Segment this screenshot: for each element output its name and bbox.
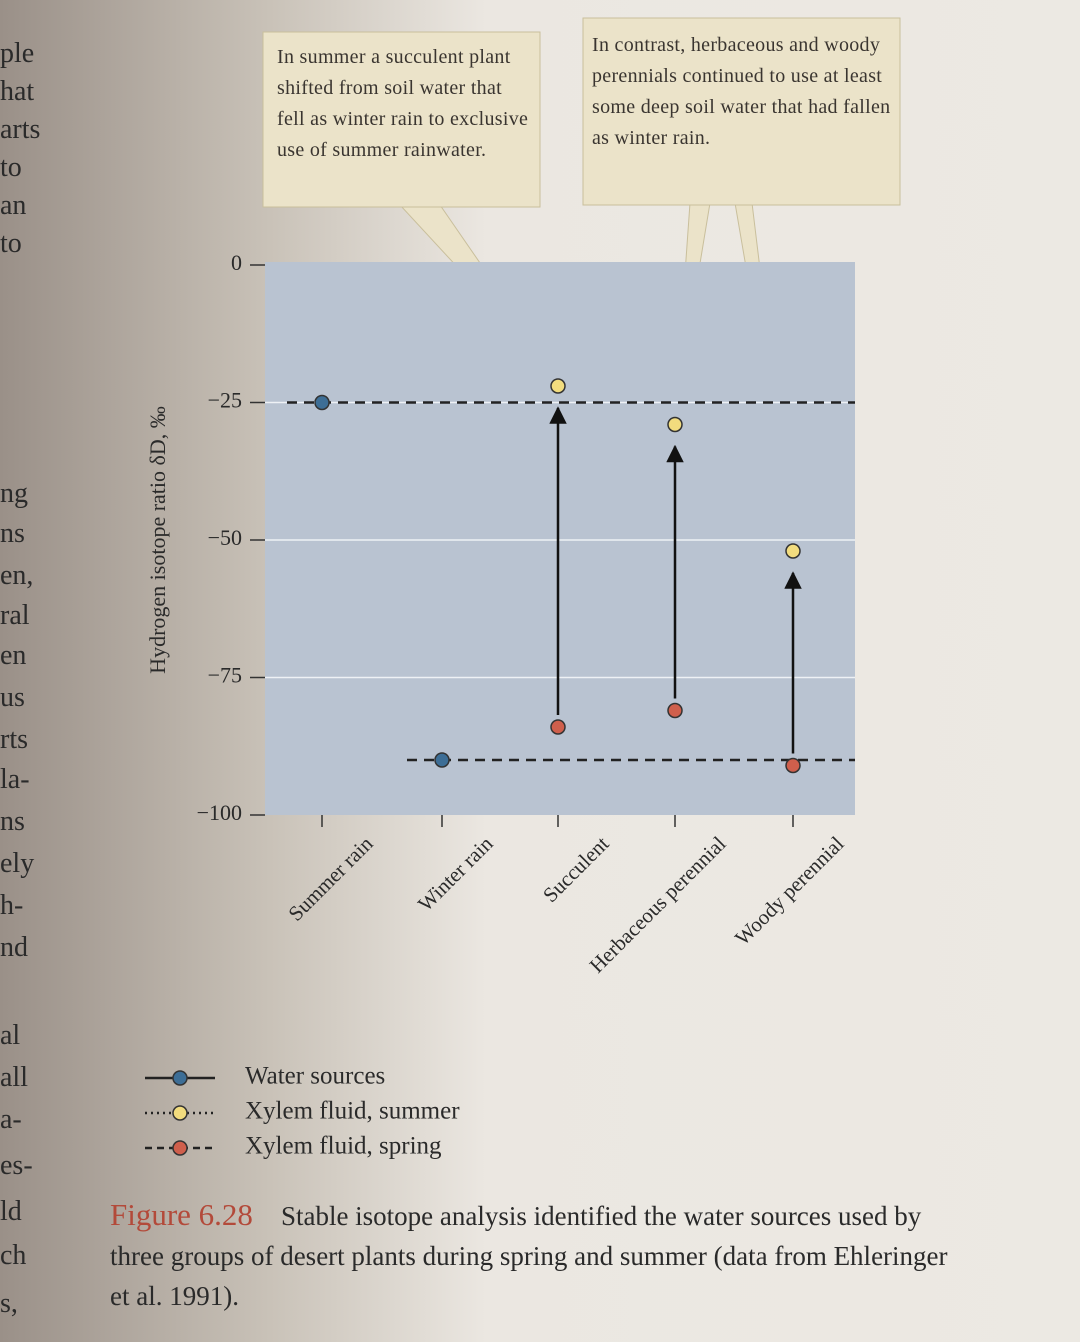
margin-fragment: ple	[0, 38, 35, 69]
margin-fragment: ral	[0, 600, 30, 631]
margin-fragment: ld	[0, 1196, 22, 1227]
margin-fragment: h-	[0, 890, 24, 921]
caption: Figure 6.28 Stable isotope analysis ident…	[110, 1195, 960, 1316]
legend-marker	[172, 1140, 188, 1156]
margin-fragment: ns	[0, 806, 25, 837]
data-point	[550, 719, 566, 735]
margin-fragment: hat	[0, 76, 35, 107]
figure-label: Figure 6.28	[110, 1197, 253, 1232]
margin-fragment: s,	[0, 1288, 18, 1319]
margin-fragment: an	[0, 190, 27, 221]
margin-fragment: rts	[0, 724, 28, 755]
legend-marker	[172, 1105, 188, 1121]
data-point	[785, 757, 801, 774]
margin-fragment: ng	[0, 478, 28, 509]
y-tick-label: −100	[197, 800, 242, 825]
y-tick-label: −75	[208, 663, 242, 688]
margin-fragment: all	[0, 1062, 28, 1093]
margin-fragment: ely	[0, 848, 35, 879]
y-tick-label: −50	[208, 525, 242, 550]
margin-fragment: ch	[0, 1240, 27, 1271]
margin-fragment: en,	[0, 560, 34, 591]
legend-marker	[172, 1070, 188, 1086]
legend-label: Xylem fluid, summer	[245, 1098, 460, 1125]
margin-fragment: to	[0, 228, 22, 259]
caption-text: Stable isotope analysis identified the w…	[110, 1201, 948, 1311]
callout-box	[262, 31, 541, 208]
margin-fragment: la-	[0, 764, 30, 795]
annotation: In contrast, herbaceous and woody perenn…	[592, 34, 891, 149]
annotation: In summer a succulent plant shifted from…	[277, 46, 529, 161]
margin-fragment: nd	[0, 932, 28, 963]
y-tick-label: −25	[208, 388, 242, 413]
y-axis-label: Hydrogen isotope ratio δD, ‰	[145, 406, 170, 674]
margin-fragment: a-	[0, 1104, 22, 1135]
margin-fragment: al	[0, 1020, 21, 1051]
data-point	[785, 543, 801, 559]
margin-fragment: es-	[0, 1150, 33, 1181]
data-point	[667, 416, 683, 433]
margin-fragment: arts	[0, 114, 41, 145]
legend-label: Water sources	[245, 1063, 385, 1090]
data-point	[434, 752, 450, 768]
data-point	[314, 394, 330, 411]
margin-fragment: ns	[0, 518, 25, 549]
margin-fragment: en	[0, 640, 27, 671]
callout-box	[582, 17, 901, 206]
data-point	[667, 702, 683, 719]
data-point	[550, 378, 566, 394]
legend-label: Xylem fluid, spring	[245, 1133, 442, 1160]
y-tick-label: 0	[231, 250, 242, 275]
margin-fragment: to	[0, 152, 22, 183]
margin-fragment: us	[0, 682, 25, 713]
